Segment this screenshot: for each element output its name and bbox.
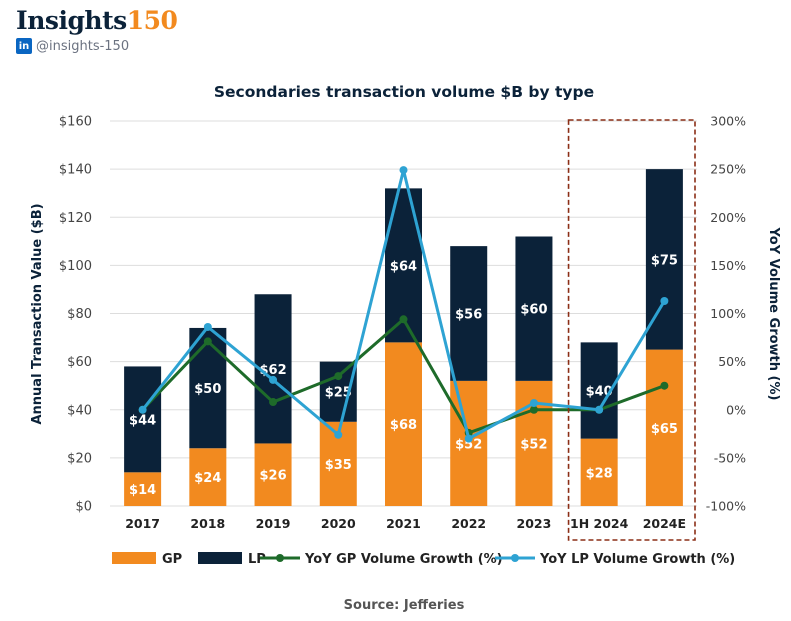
bar-gp [580, 438, 618, 506]
data-label-gp: $52 [520, 437, 547, 452]
linkedin-icon: in [16, 38, 32, 54]
y-axis-label: Annual Transaction Value ($B) [30, 203, 45, 424]
x-tick-label: 2019 [256, 516, 291, 531]
brand-logo: Insights150 [16, 6, 178, 35]
gp-growth-point [660, 381, 669, 390]
bar-lp [450, 246, 488, 381]
y-tick-label: $140 [59, 163, 92, 178]
data-label-lp: $50 [194, 382, 221, 397]
legend-swatch-lp [198, 552, 242, 564]
bar-lp [189, 327, 227, 449]
y-tick-label: $100 [59, 259, 92, 274]
x-tick-label: 2018 [190, 516, 225, 531]
y2-axis-label: YoY Volume Growth (%) [766, 227, 781, 401]
lp-growth-point [529, 399, 538, 408]
x-tick-label: 2022 [451, 516, 486, 531]
data-label-gp: $14 [129, 483, 156, 498]
lp-growth-point [464, 434, 473, 443]
gp-growth-point [334, 372, 343, 381]
axes: $0 $20 $40 $60 $80 $100 $120 $140 $160 -100% -50% 0… [59, 114, 746, 541]
lp-growth-point [660, 296, 669, 305]
bar-gp [189, 448, 227, 506]
y-tick-label: $80 [67, 307, 92, 322]
brand-handle[interactable]: in @insights-150 [16, 38, 177, 54]
y-tick-label: $120 [59, 211, 92, 226]
y2-tick-label: -100% [706, 499, 746, 514]
lp-growth-point [399, 166, 408, 175]
data-label-lp: $56 [455, 308, 482, 323]
gp-growth-point [399, 315, 408, 324]
legend-label-gp-growth: YoY GP Volume Growth (%) [304, 552, 503, 567]
data-label-gp: $65 [651, 422, 678, 437]
y2-tick-label: 0% [726, 402, 746, 417]
bar-lp [515, 236, 553, 381]
legend-marker-lp-growth [511, 554, 519, 562]
data-label-gp: $24 [194, 471, 221, 486]
bar-gp [124, 472, 162, 506]
growth-lines [138, 166, 669, 443]
data-label-gp: $26 [259, 469, 286, 484]
y-tick-label: $160 [59, 115, 92, 130]
y-tick-label: $40 [67, 403, 92, 418]
bar-labels: $14$44$24$50$26$62$35$25$68$64$52$56$52$… [129, 253, 678, 498]
legend: GP LP YoY GP Volume Growth (%) YoY LP Volum… [112, 552, 735, 567]
bar-lp [319, 361, 357, 422]
legend-label-lp-growth: YoY LP Volume Growth (%) [539, 552, 735, 567]
bar-gp [645, 349, 683, 506]
bar-lp [124, 366, 162, 473]
lp-growth-point [334, 430, 343, 439]
y-tick-label: $0 [75, 500, 92, 515]
x-tick-label: 2023 [517, 516, 552, 531]
lp-growth-point [595, 405, 604, 414]
y2-tick-label: -50% [714, 450, 746, 465]
highlight-box [567, 119, 696, 541]
y2-tick-label: 200% [710, 210, 746, 225]
data-label-gp: $68 [390, 418, 417, 433]
brand-block: Insights150 in @insights-150 [16, 6, 178, 54]
x-tick-label: 1H 2024 [570, 516, 629, 531]
y2-tick-label: 100% [710, 306, 746, 321]
data-label-lp: $75 [651, 253, 678, 268]
y2-tick-label: 150% [710, 258, 746, 273]
legend-swatch-gp [112, 552, 156, 564]
x-tick-label: 2021 [386, 516, 421, 531]
chart-title: Secondaries transaction volume $B by typ… [214, 83, 594, 101]
bar-gp [385, 342, 422, 506]
data-label-gp: $28 [586, 466, 613, 481]
bar-gp [450, 380, 488, 506]
data-label-gp: $52 [455, 437, 482, 452]
y2-tick-label: 50% [718, 354, 746, 369]
x-tick-label: 2017 [125, 516, 160, 531]
lp-growth-point [138, 405, 147, 414]
data-label-gp: $35 [325, 458, 352, 473]
lp-growth-point [203, 322, 212, 331]
data-label-lp: $60 [520, 303, 547, 318]
source-note: Source: Jefferies [344, 598, 465, 613]
handle-text: @insights-150 [36, 38, 130, 54]
gp-growth-point [529, 405, 538, 414]
y-tick-label: $60 [67, 355, 92, 370]
y-tick-label: $20 [67, 451, 92, 466]
legend-label-gp: GP [162, 552, 182, 567]
gp-growth-point [269, 398, 278, 407]
x-tick-label: 2020 [321, 516, 356, 531]
data-label-lp: $44 [129, 413, 156, 428]
legend-marker-gp-growth [276, 554, 284, 562]
bar-gp [254, 443, 292, 506]
legend-label-lp: LP [248, 552, 266, 567]
lp-growth-point [269, 375, 278, 384]
data-label-lp: $25 [325, 386, 352, 401]
x-tick-label: 2024E [643, 516, 686, 531]
data-label-lp: $64 [390, 259, 417, 274]
y2-tick-label: 250% [710, 162, 746, 177]
y2-tick-label: 300% [710, 114, 746, 129]
gp-growth-point [203, 337, 212, 346]
